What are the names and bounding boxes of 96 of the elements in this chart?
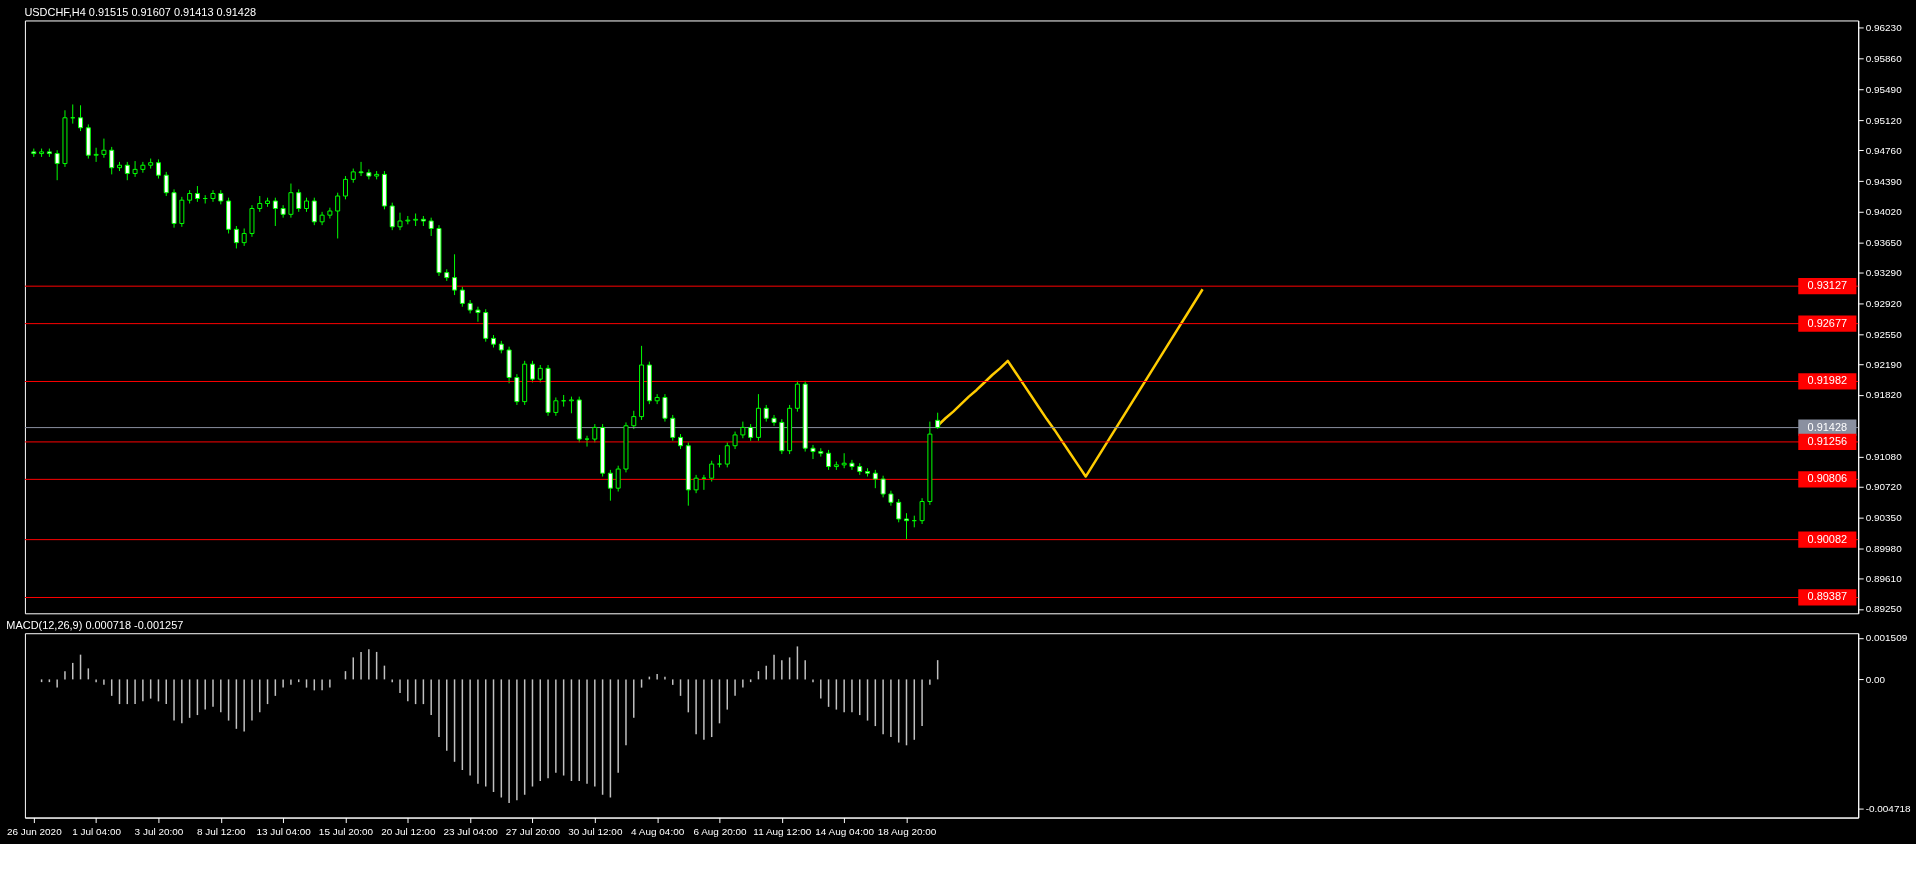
candlestick bbox=[280, 204, 286, 219]
candlestick bbox=[919, 497, 925, 525]
candlestick bbox=[101, 138, 107, 159]
y-tick-label: 0.94390 bbox=[1865, 175, 1903, 187]
y-tick-label: 0.89980 bbox=[1865, 542, 1903, 554]
x-tick-label: 3 Jul 20:00 bbox=[134, 825, 184, 837]
candlestick bbox=[288, 183, 294, 219]
candlestick bbox=[662, 393, 668, 423]
y-tick-label: 0.91080 bbox=[1865, 451, 1903, 463]
candlestick bbox=[615, 465, 621, 493]
y-tick-label: -0.004718 bbox=[1865, 803, 1911, 815]
y-tick-label: 0.91820 bbox=[1865, 389, 1903, 401]
ref-line-label: 0.91982 bbox=[1807, 374, 1848, 387]
y-tick-label: 0.94760 bbox=[1865, 144, 1903, 156]
candlestick bbox=[155, 158, 161, 180]
candlestick bbox=[896, 498, 902, 523]
candlestick bbox=[93, 147, 99, 163]
ref-line-label: 0.91256 bbox=[1807, 434, 1848, 447]
candlestick bbox=[163, 171, 169, 197]
candlestick bbox=[272, 197, 278, 227]
x-tick-label: 15 Jul 20:00 bbox=[318, 825, 374, 837]
candlestick bbox=[475, 306, 481, 323]
candlestick bbox=[132, 160, 138, 178]
y-tick-label: 0.89250 bbox=[1865, 603, 1903, 615]
y-tick-label: 0.93650 bbox=[1865, 237, 1903, 249]
y-tick-label: 0.001509 bbox=[1865, 632, 1908, 644]
chart-title: USDCHF,H4 0.91515 0.91607 0.91413 0.91428 bbox=[24, 6, 257, 19]
candlestick bbox=[109, 146, 115, 175]
candlestick bbox=[592, 423, 598, 443]
candlestick bbox=[724, 441, 730, 468]
candlestick bbox=[709, 460, 715, 483]
y-tick-label: 0.95490 bbox=[1865, 83, 1903, 95]
candlestick bbox=[771, 414, 777, 427]
chart-title: MACD(12,26,9) 0.000718 -0.001257 bbox=[6, 618, 184, 631]
candlestick bbox=[54, 149, 60, 181]
candlestick bbox=[584, 435, 590, 448]
candlestick bbox=[670, 414, 676, 442]
x-tick-label: 1 Jul 04:00 bbox=[72, 825, 122, 837]
x-tick-label: 8 Jul 12:00 bbox=[196, 825, 247, 837]
candlestick bbox=[607, 469, 613, 502]
candlestick bbox=[179, 196, 185, 228]
y-tick-label: 0.95120 bbox=[1865, 114, 1903, 126]
x-tick-label: 20 Jul 12:00 bbox=[381, 825, 436, 837]
candlestick bbox=[826, 449, 832, 471]
y-tick-label: 0.96230 bbox=[1865, 22, 1903, 34]
candlestick bbox=[904, 512, 909, 540]
candlestick bbox=[389, 202, 395, 231]
candlestick bbox=[849, 459, 855, 471]
candlestick bbox=[358, 161, 364, 177]
candlestick bbox=[428, 217, 434, 237]
candlestick bbox=[124, 161, 130, 181]
candlestick bbox=[296, 188, 302, 213]
x-tick-label: 27 Jul 20:00 bbox=[505, 825, 561, 837]
y-tick-label: 0.92920 bbox=[1865, 297, 1903, 309]
x-tick-label: 4 Aug 04:00 bbox=[631, 825, 685, 837]
x-tick-label: 13 Jul 04:00 bbox=[256, 825, 312, 837]
x-tick-label: 30 Jul 12:00 bbox=[568, 825, 623, 837]
candlestick bbox=[335, 192, 341, 239]
candlestick bbox=[78, 104, 84, 132]
candlestick bbox=[210, 189, 216, 203]
candlestick bbox=[810, 444, 816, 460]
candlestick bbox=[880, 475, 886, 498]
candlestick bbox=[342, 175, 348, 200]
ref-line-label: 0.89387 bbox=[1807, 590, 1848, 603]
y-tick-label: 0.95860 bbox=[1865, 53, 1903, 65]
x-tick-label: 6 Aug 20:00 bbox=[693, 825, 748, 837]
y-tick-label: 0.90350 bbox=[1865, 511, 1903, 523]
ref-line-label: 0.91428 bbox=[1807, 420, 1848, 433]
y-tick-label: 0.92550 bbox=[1865, 328, 1903, 340]
ref-line-label: 0.93127 bbox=[1807, 279, 1848, 292]
candlestick bbox=[693, 474, 699, 494]
y-tick-label: 0.89610 bbox=[1865, 573, 1903, 585]
ref-line-label: 0.92677 bbox=[1807, 316, 1848, 329]
x-tick-label: 26 Jun 2020 bbox=[6, 825, 63, 837]
candlestick bbox=[529, 360, 535, 383]
candlestick bbox=[553, 396, 559, 417]
candlestick bbox=[311, 197, 317, 226]
y-tick-label: 0.94020 bbox=[1865, 206, 1903, 218]
ref-line-label: 0.90806 bbox=[1807, 472, 1848, 485]
ref-line-label: 0.90082 bbox=[1807, 532, 1848, 545]
candlestick bbox=[319, 211, 325, 226]
x-tick-label: 23 Jul 04:00 bbox=[443, 825, 499, 837]
y-tick-label: 0.93290 bbox=[1865, 267, 1903, 279]
candlestick bbox=[452, 253, 458, 296]
y-tick-label: 0.90720 bbox=[1865, 481, 1903, 493]
y-tick-label: 0.00 bbox=[1865, 673, 1886, 685]
candlestick bbox=[631, 410, 637, 430]
candlestick bbox=[872, 469, 878, 489]
candlestick bbox=[233, 225, 239, 249]
x-tick-label: 14 Aug 04:00 bbox=[815, 825, 875, 837]
x-tick-label: 11 Aug 12:00 bbox=[753, 825, 812, 837]
candlestick bbox=[459, 286, 465, 308]
candlestick bbox=[140, 161, 146, 174]
candlestick bbox=[397, 212, 403, 231]
y-tick-label: 0.92190 bbox=[1865, 358, 1903, 370]
x-tick-label: 18 Aug 20:00 bbox=[877, 825, 937, 837]
